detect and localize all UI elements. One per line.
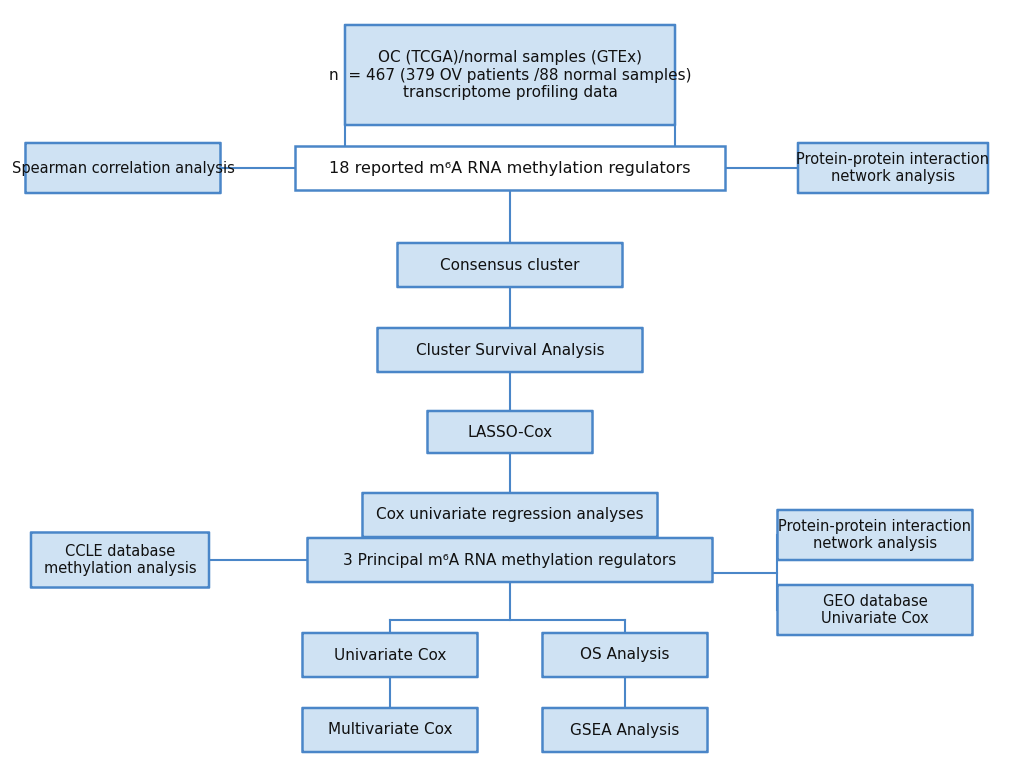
- FancyBboxPatch shape: [294, 146, 725, 190]
- Text: 3 Principal m⁶A RNA methylation regulators: 3 Principal m⁶A RNA methylation regulato…: [343, 552, 676, 567]
- FancyBboxPatch shape: [344, 25, 675, 125]
- Text: Protein-protein interaction
network analysis: Protein-protein interaction network anal…: [796, 152, 988, 184]
- FancyBboxPatch shape: [377, 328, 642, 372]
- FancyBboxPatch shape: [542, 633, 707, 677]
- FancyBboxPatch shape: [303, 633, 477, 677]
- Text: 18 reported m⁶A RNA methylation regulators: 18 reported m⁶A RNA methylation regulato…: [329, 160, 690, 176]
- FancyBboxPatch shape: [362, 493, 657, 537]
- FancyBboxPatch shape: [776, 585, 971, 635]
- FancyBboxPatch shape: [307, 538, 712, 582]
- Text: Spearman correlation analysis: Spearman correlation analysis: [11, 160, 234, 176]
- FancyBboxPatch shape: [303, 708, 477, 752]
- Text: OC (TCGA)/normal samples (GTEx)
n  = 467 (379 OV patients /88 normal samples)
tr: OC (TCGA)/normal samples (GTEx) n = 467 …: [328, 50, 691, 100]
- Text: Consensus cluster: Consensus cluster: [440, 258, 579, 272]
- Text: CCLE database
methylation analysis: CCLE database methylation analysis: [44, 544, 196, 576]
- FancyBboxPatch shape: [542, 708, 707, 752]
- FancyBboxPatch shape: [797, 143, 987, 193]
- Text: Univariate Cox: Univariate Cox: [333, 647, 445, 663]
- Text: GEO database
Univariate Cox: GEO database Univariate Cox: [820, 594, 928, 626]
- Text: LASSO-Cox: LASSO-Cox: [467, 425, 552, 440]
- Text: Cluster Survival Analysis: Cluster Survival Analysis: [416, 342, 603, 358]
- Text: Protein-protein interaction
network analysis: Protein-protein interaction network anal…: [777, 519, 970, 551]
- Text: OS Analysis: OS Analysis: [580, 647, 669, 663]
- Text: Multivariate Cox: Multivariate Cox: [327, 723, 451, 738]
- FancyBboxPatch shape: [427, 411, 592, 453]
- FancyBboxPatch shape: [776, 510, 971, 560]
- FancyBboxPatch shape: [397, 243, 622, 287]
- FancyBboxPatch shape: [25, 143, 220, 193]
- FancyBboxPatch shape: [31, 532, 209, 587]
- Text: Cox univariate regression analyses: Cox univariate regression analyses: [376, 507, 643, 523]
- Text: GSEA Analysis: GSEA Analysis: [570, 723, 679, 738]
